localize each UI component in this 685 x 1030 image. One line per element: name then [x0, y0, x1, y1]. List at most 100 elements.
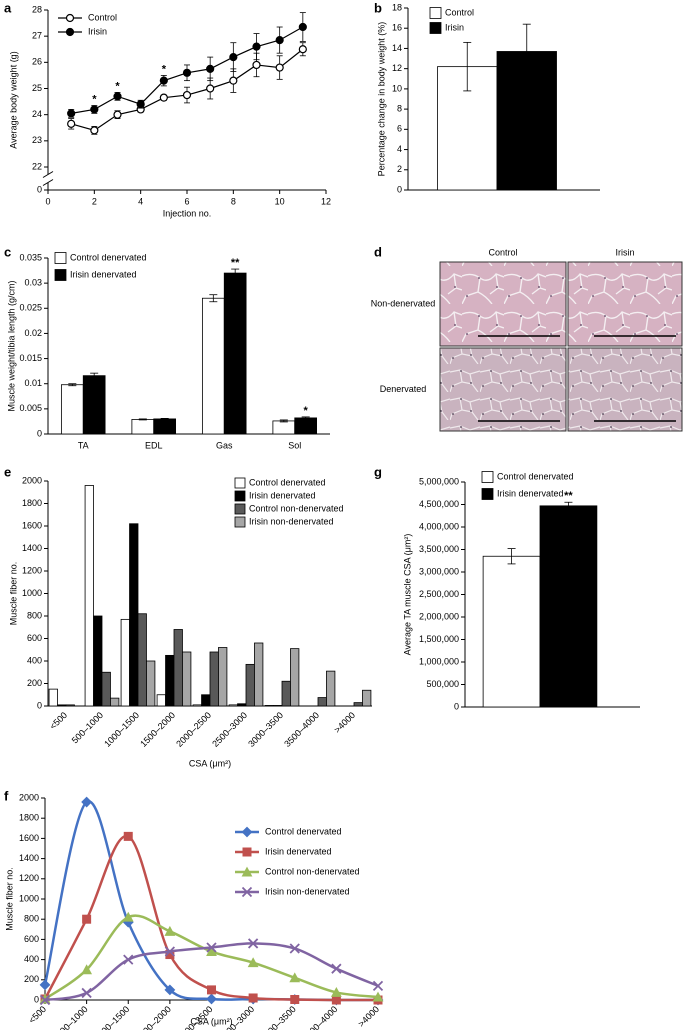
bar — [192, 704, 202, 707]
bar — [84, 485, 94, 707]
annotation: * — [304, 405, 309, 417]
y-axis-label: Average body weight (g) — [8, 51, 18, 148]
marker — [39, 979, 51, 991]
y-tick-label: 1800 — [22, 498, 42, 508]
axis-break — [42, 171, 54, 178]
bar — [48, 688, 58, 707]
panel-letter: a — [4, 0, 12, 15]
marker — [331, 963, 342, 974]
legend-label: Irisin non-denervated — [265, 886, 350, 896]
y-tick-label: 1,000,000 — [419, 656, 459, 666]
axis-break — [42, 179, 54, 186]
bar — [153, 418, 177, 435]
legend-label: Irisin denervated — [265, 846, 332, 856]
legend-swatch — [54, 252, 67, 264]
bar — [281, 680, 291, 707]
bar — [209, 651, 219, 707]
y-tick-label: 200 — [27, 678, 42, 688]
bar — [131, 419, 155, 435]
bar — [273, 705, 283, 707]
bar — [201, 297, 225, 435]
marker — [82, 914, 92, 924]
y-tick-label: 1200 — [19, 873, 39, 883]
legend-swatch — [54, 269, 67, 281]
y-axis-label: Average TA muscle CSA (μm²) — [402, 534, 412, 656]
x-tick-label: 1000–1500 — [92, 1004, 131, 1030]
x-tick-label: 1500–2000 — [138, 710, 177, 749]
marker — [247, 938, 259, 949]
annotation: ** — [231, 257, 240, 269]
bar — [101, 671, 111, 707]
marker — [372, 980, 384, 991]
y-tick-label: 4,500,000 — [419, 499, 459, 509]
y-tick-label: 26 — [32, 57, 42, 67]
y-tick-label: 0 — [37, 700, 42, 710]
marker — [289, 972, 301, 983]
y-axis-label: Muscle weight/tibia length (g/cm) — [6, 280, 16, 411]
marker — [159, 93, 168, 102]
bar — [182, 651, 192, 707]
bar — [93, 615, 103, 707]
legend-label: Control denervated — [70, 252, 147, 262]
marker — [206, 946, 217, 957]
y-tick-label: 0 — [37, 184, 42, 194]
x-tick-label: 1500–2000 — [134, 1004, 173, 1030]
y-tick-label: 0.01 — [24, 378, 42, 388]
y-tick-label: 1600 — [22, 520, 42, 530]
marker — [252, 42, 261, 51]
x-tick-label: <500 — [48, 710, 69, 731]
y-tick-label: 1800 — [19, 813, 39, 823]
y-tick-label: 0 — [397, 184, 402, 194]
y-tick-label: 0.005 — [19, 403, 42, 413]
y-tick-label: 2 — [397, 164, 402, 174]
panel-letter: c — [4, 244, 11, 259]
bar — [129, 523, 139, 707]
annotation: * — [115, 80, 120, 92]
column-label: Control — [488, 247, 517, 257]
legend-label: Irisin denervated — [249, 490, 316, 500]
y-tick-label: 3,500,000 — [419, 544, 459, 554]
x-tick-label: 2500–3000 — [210, 710, 249, 749]
marker — [81, 987, 92, 999]
y-tick-label: 0 — [34, 994, 39, 1004]
marker — [39, 993, 51, 1004]
bar — [156, 694, 166, 707]
bar — [317, 697, 327, 707]
panel-letter: f — [4, 788, 9, 803]
y-tick-label: 600 — [24, 934, 39, 944]
y-tick-label: 2000 — [19, 792, 39, 802]
x-tick-label: 10 — [275, 196, 285, 206]
marker — [248, 993, 258, 1003]
x-tick-label: >4000 — [356, 1004, 381, 1029]
micrograph — [567, 261, 683, 347]
legend-label: Control — [88, 12, 117, 22]
y-tick-label: 4 — [397, 144, 402, 154]
legend-swatch — [234, 516, 246, 528]
marker — [159, 76, 168, 85]
x-tick-label: 4 — [138, 196, 143, 206]
legend-label: Control — [445, 7, 474, 17]
legend-label: Irisin non-denervated — [249, 516, 334, 526]
x-axis-label: CSA (μm²) — [189, 758, 231, 768]
y-tick-label: 23 — [32, 135, 42, 145]
x-tick-label: Sol — [288, 440, 301, 450]
marker — [241, 866, 253, 877]
marker — [229, 76, 238, 85]
micrograph — [439, 347, 567, 432]
marker — [164, 984, 176, 996]
legend-label: Irisin — [445, 22, 464, 32]
marker — [67, 119, 76, 128]
bar — [201, 694, 211, 707]
y-tick-label: 1200 — [22, 565, 42, 575]
y-tick-label: 6 — [397, 124, 402, 134]
y-tick-label: 12 — [392, 63, 402, 73]
bar — [57, 704, 67, 707]
marker — [206, 993, 217, 1005]
y-tick-label: 0.015 — [19, 353, 42, 363]
column-label: Irisin — [615, 247, 634, 257]
annotation: * — [162, 63, 167, 75]
legend-label: Control denervated — [249, 477, 326, 487]
x-axis-label: CSA (μm²) — [190, 1016, 232, 1026]
marker — [39, 994, 51, 1006]
